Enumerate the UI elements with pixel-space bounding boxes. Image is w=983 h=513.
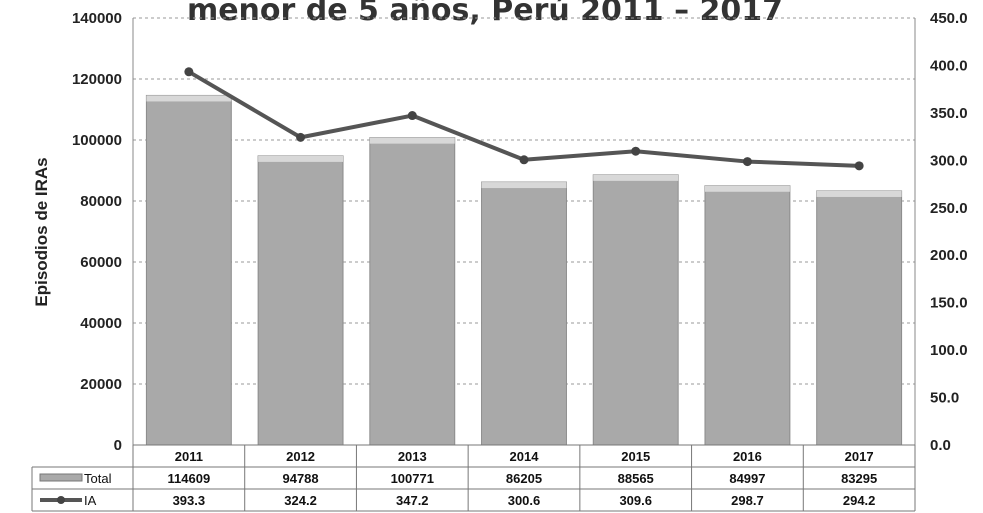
table-cell: 114609 [168,471,211,486]
bar-top-highlight [593,174,679,181]
bar-total [592,174,679,446]
table-row-label: Total [84,471,112,486]
bar-total [145,94,232,446]
y2-tick-label: 50.0 [930,390,959,407]
x-tick-label: 2015 [621,449,650,464]
y2-tick-label: 400.0 [930,57,968,74]
table-cell: 347.2 [396,493,429,508]
table-cell: 294.2 [843,493,876,508]
y-tick-label: 120000 [72,71,122,88]
y-tick-labels: 0 20000 40000 60000 80000 100000 120000 140000 [72,10,122,454]
legend-swatch-total [39,473,83,482]
bar-total [369,137,456,446]
table-cell: 84997 [729,471,765,486]
x-tick-label: 2016 [733,449,762,464]
x-tick-label: 2014 [510,449,540,464]
data-table: 2011 2012 2013 2014 2015 2016 2017 114609 94788 1… [31,444,916,512]
x-tick-label: 2017 [845,449,874,464]
bar-total [816,190,903,446]
legend-marker-ia [57,496,65,504]
ia-point [631,146,641,156]
x-tick-label: 2013 [398,449,427,464]
bar-top-highlight [481,182,567,189]
y-axis-label: Episodios de IRAs [32,157,51,306]
y-tick-label: 20000 [80,376,122,393]
y2-tick-label: 350.0 [930,105,968,122]
table-cell: 86205 [506,471,542,486]
y-tick-label: 40000 [80,315,122,332]
y2-tick-label: 250.0 [930,200,968,217]
y2-tick-label: 100.0 [930,342,968,359]
bar-top-highlight [146,95,232,102]
table-cell: 94788 [282,471,318,486]
bar-total [257,155,344,446]
ia-point [519,155,529,165]
y-tick-label: 0 [114,437,122,454]
y-tick-label: 140000 [72,10,122,27]
bar-top-highlight [816,190,902,197]
table-cell: 309.6 [619,493,652,508]
y-tick-label: 60000 [80,254,122,271]
ia-point [854,161,864,171]
table-cell: 324.2 [284,493,317,508]
table-row-label: IA [84,493,97,508]
y2-tick-label: 300.0 [930,152,968,169]
y2-tick-label: 0.0 [930,437,951,454]
bars [145,94,903,446]
x-tick-label: 2012 [286,449,315,464]
ia-point [742,157,752,167]
ia-series [184,67,864,171]
y-tick-label: 80000 [80,193,122,210]
table-cell: 300.6 [508,493,541,508]
x-tick-label: 2011 [175,449,203,464]
table-cell: 88565 [618,471,654,486]
y2-tick-label: 450.0 [930,10,968,27]
ia-point [296,132,306,142]
ia-line [187,70,860,168]
table-cell: 393.3 [173,493,206,508]
y-tick-label: 100000 [72,132,122,149]
bar-total [481,181,567,446]
bar-top-highlight [369,137,455,144]
ia-point [407,111,417,121]
table-cell: 100771 [391,471,434,486]
bar-top-highlight [258,155,344,162]
y2-tick-label: 150.0 [930,295,968,312]
bar-top-highlight [704,185,790,192]
y2-tick-labels: 0.0 50.0 100.0 150.0 200.0 250.0 300.0 350.0 400… [930,10,968,454]
bar-total [704,185,791,446]
chart-title: menor de 5 años, Perú 2011 – 2017 [187,0,783,28]
y2-tick-label: 200.0 [930,247,968,264]
ia-point [184,67,194,77]
table-cell: 298.7 [731,493,764,508]
table-cell: 83295 [841,471,877,486]
